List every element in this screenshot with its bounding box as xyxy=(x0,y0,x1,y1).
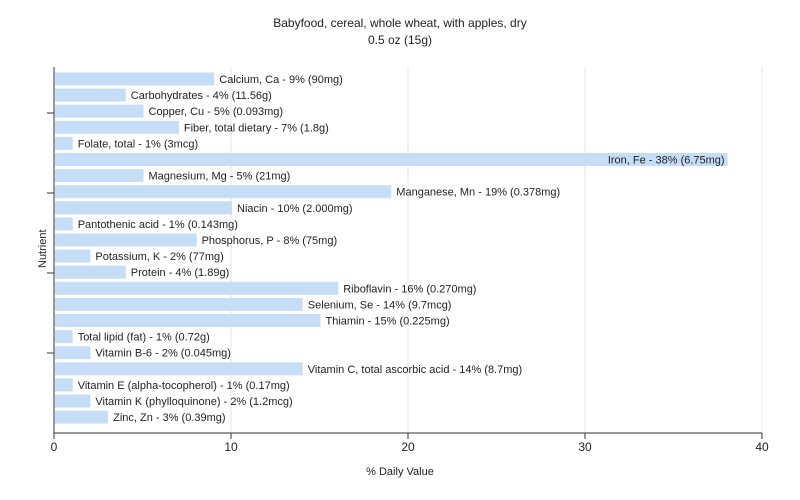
bar-label: Vitamin C, total ascorbic acid - 14% (8.… xyxy=(308,364,522,376)
bar xyxy=(55,201,232,215)
bar-label: Niacin - 10% (2.000mg) xyxy=(237,203,353,215)
bar-label: Fiber, total dietary - 7% (1.8g) xyxy=(184,122,329,134)
bar-label: Zinc, Zn - 3% (0.39mg) xyxy=(113,412,225,424)
bar-label: Selenium, Se - 14% (9.7mcg) xyxy=(308,299,452,311)
bar-label: Copper, Cu - 5% (0.093mg) xyxy=(149,106,284,118)
bar xyxy=(55,346,91,360)
bar xyxy=(55,233,197,247)
bar xyxy=(55,104,144,118)
bar xyxy=(55,362,303,376)
bar xyxy=(55,72,215,86)
bar-label: Folate, total - 1% (3mcg) xyxy=(78,138,198,150)
bar-label: Total lipid (fat) - 1% (0.72g) xyxy=(78,332,210,344)
bar xyxy=(55,169,144,183)
bar-label: Calcium, Ca - 9% (90mg) xyxy=(219,74,342,86)
bar xyxy=(55,88,126,102)
bar xyxy=(55,217,73,231)
x-tick-label: 40 xyxy=(755,440,769,454)
bar xyxy=(55,120,179,134)
x-axis-label: % Daily Value xyxy=(366,466,434,478)
bar-label: Thiamin - 15% (0.225mg) xyxy=(326,316,450,328)
bar-label: Riboflavin - 16% (0.270mg) xyxy=(343,283,476,295)
bar-label: Vitamin E (alpha-tocopherol) - 1% (0.17m… xyxy=(78,380,290,392)
chart-subtitle: 0.5 oz (15g) xyxy=(367,33,433,47)
bar-label: Iron, Fe - 38% (6.75mg) xyxy=(608,155,725,167)
bar xyxy=(55,265,126,279)
x-tick-label: 10 xyxy=(224,440,238,454)
bar-label: Phosphorus, P - 8% (75mg) xyxy=(202,235,338,247)
bar xyxy=(55,330,73,344)
bar-label: Vitamin B-6 - 2% (0.045mg) xyxy=(95,348,231,360)
bar xyxy=(55,136,73,150)
bar-label: Potassium, K - 2% (77mg) xyxy=(95,251,223,263)
bar-label: Magnesium, Mg - 5% (21mg) xyxy=(149,171,291,183)
bar xyxy=(55,153,728,166)
y-axis-label: Nutrient xyxy=(37,229,49,268)
x-tick-label: 30 xyxy=(578,440,592,454)
bar xyxy=(55,249,91,263)
bar-label: Manganese, Mn - 19% (0.378mg) xyxy=(396,187,560,199)
bar-label: Protein - 4% (1.89g) xyxy=(131,267,229,279)
bar-label: Pantothenic acid - 1% (0.143mg) xyxy=(78,219,238,231)
bar xyxy=(55,297,303,311)
x-tick-label: 0 xyxy=(51,440,58,454)
bar xyxy=(55,314,321,327)
bar-label: Vitamin K (phylloquinone) - 2% (1.2mcg) xyxy=(95,396,292,408)
bar xyxy=(55,378,73,392)
bar xyxy=(55,281,339,295)
bar xyxy=(55,185,392,199)
bar xyxy=(55,410,109,424)
chart-title: Babyfood, cereal, whole wheat, with appl… xyxy=(273,16,527,30)
bar-label: Carbohydrates - 4% (11.56g) xyxy=(131,90,272,102)
bar xyxy=(55,394,91,408)
x-tick-label: 20 xyxy=(401,440,415,454)
